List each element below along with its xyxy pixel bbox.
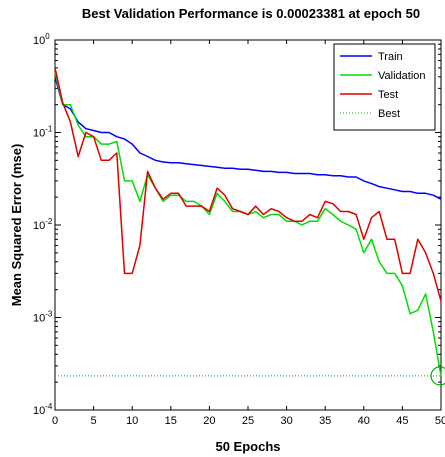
x-tick-label: 35 — [319, 415, 331, 427]
y-axis-label: Mean Squared Error (mse) — [9, 144, 24, 307]
legend-label-test: Test — [378, 89, 398, 101]
legend: Train Validation Test Best — [333, 43, 436, 131]
y-tick-label: 10-2 — [33, 217, 53, 232]
axis-ticks: 0 5 10 15 20 25 30 35 40 45 50 100 10-1 10-2 10-3 10-4 — [33, 32, 445, 427]
x-tick-label: 0 — [52, 415, 58, 427]
x-tick-label: 5 — [91, 415, 97, 427]
y-tick-label: 10-1 — [33, 125, 53, 140]
x-tick-label: 15 — [165, 415, 177, 427]
legend-label-validation: Validation — [378, 70, 426, 82]
chart-title: Best Validation Performance is 0.0002338… — [82, 6, 420, 21]
series-lines — [54, 67, 445, 386]
x-tick-label: 45 — [396, 415, 408, 427]
x-axis-label: 50 Epochs — [215, 439, 280, 454]
legend-box — [333, 43, 436, 131]
x-tick-label: 25 — [242, 415, 254, 427]
x-tick-label: 20 — [203, 415, 215, 427]
x-tick-label: 10 — [126, 415, 138, 427]
x-tick-label: 40 — [358, 415, 370, 427]
x-tick-label: 50 — [435, 415, 445, 427]
legend-label-train: Train — [378, 51, 403, 63]
y-tick-label: 10-4 — [33, 402, 53, 417]
y-tick-label: 100 — [33, 32, 50, 47]
x-tick-label: 30 — [280, 415, 292, 427]
series-test-line — [54, 67, 442, 302]
y-tick-label: 10-3 — [33, 310, 53, 325]
series-train-line — [54, 76, 442, 200]
best-epoch-marker — [430, 366, 445, 386]
legend-label-best: Best — [378, 108, 400, 120]
